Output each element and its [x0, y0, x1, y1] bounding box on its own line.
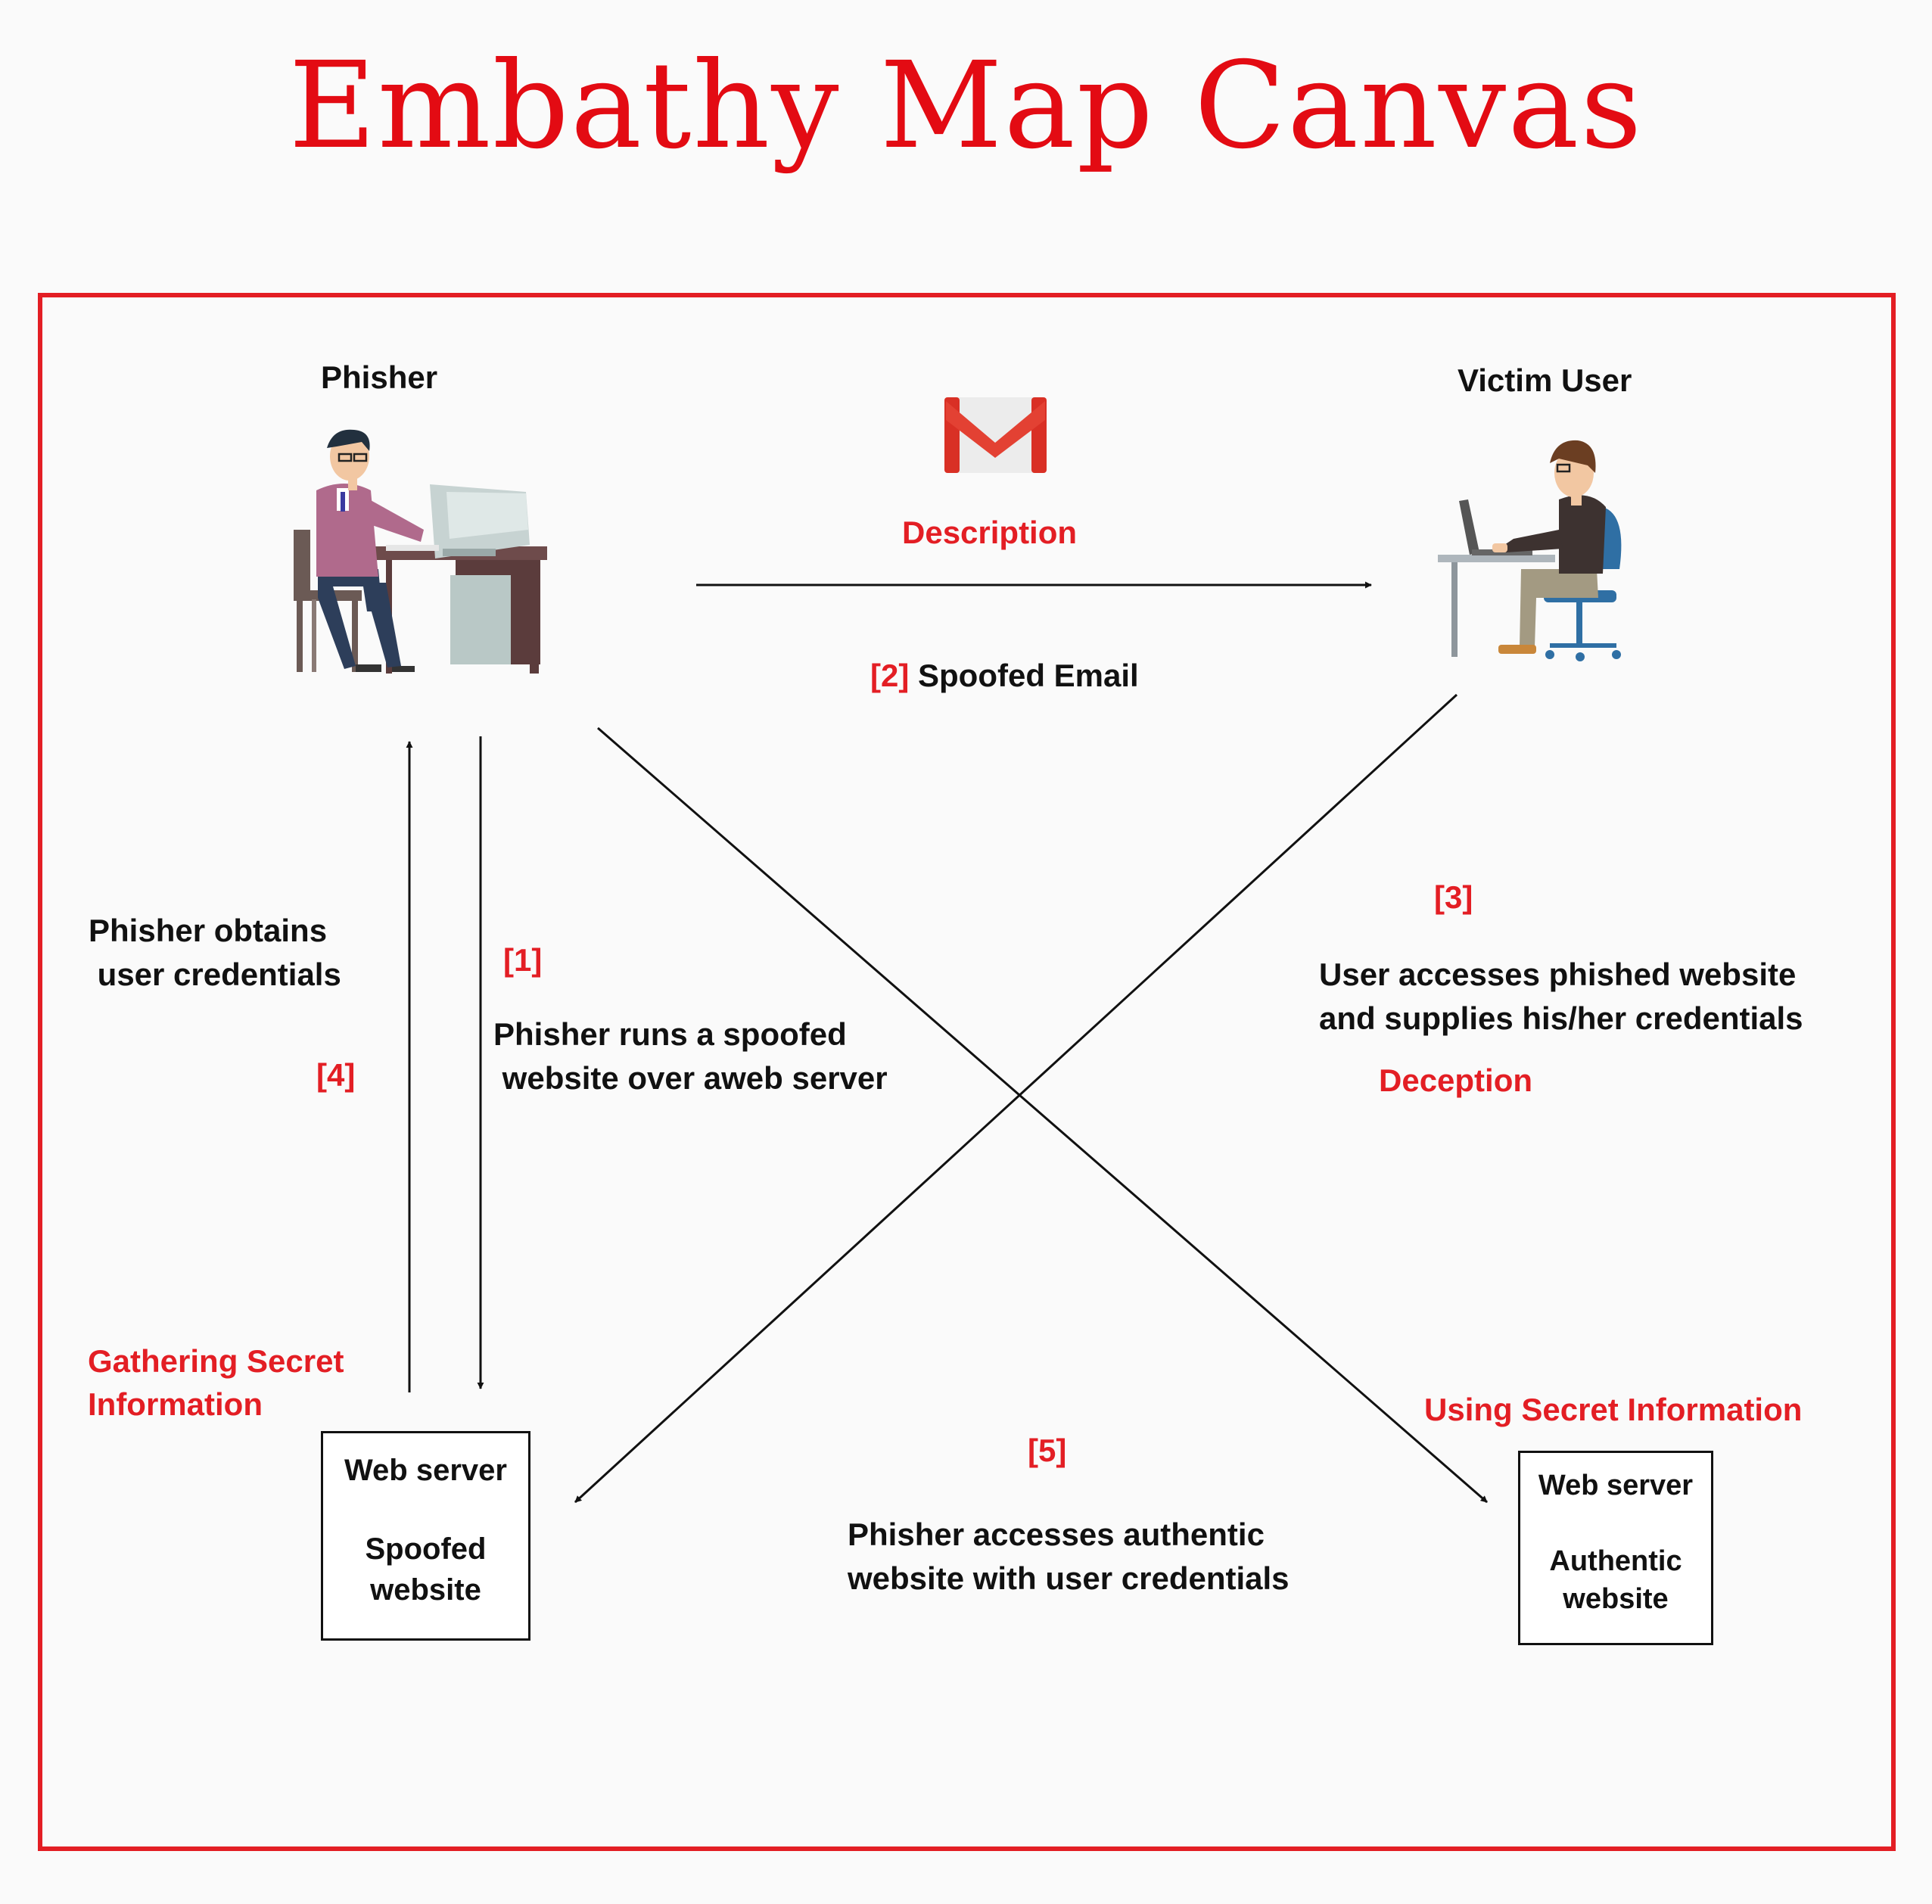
- authentic-web-server-box: Web server Authentic website: [1518, 1451, 1713, 1645]
- spoofed-email-text: Spoofed Email: [918, 658, 1139, 693]
- access-phished-line1: User accesses phished website: [1319, 957, 1797, 992]
- arrow-access-phished: [574, 693, 1458, 1504]
- run-site-line1: Phisher runs a spoofed: [493, 1016, 847, 1052]
- run-site-line2: website over aweb server: [493, 1060, 888, 1096]
- diagram-frame: [38, 293, 1896, 1851]
- step-3-marker: [3]: [1434, 879, 1473, 915]
- access-authentic-line2: website with user credentials: [848, 1560, 1290, 1596]
- gathering-category-line2: Information: [88, 1386, 263, 1422]
- using-secret-category: Using Secret Information: [1424, 1392, 1803, 1427]
- spoofed-server-line3: website: [370, 1573, 481, 1607]
- person-at-desktop-icon: [294, 429, 547, 674]
- spoofed-server-line2: Spoofed: [365, 1532, 487, 1566]
- spoofed-email-label: [2] Spoofed Email: [870, 654, 1139, 698]
- step-1-marker: [1]: [503, 942, 543, 978]
- page-title: Embathy Map Canvas: [288, 36, 1644, 176]
- victim-label: Victim User: [1458, 362, 1632, 398]
- person-at-laptop-icon: [1438, 440, 1622, 661]
- step-2-marker: [2]: [870, 658, 910, 693]
- authentic-server-line3: website: [1563, 1583, 1669, 1615]
- spoofed-server-title: Web server: [344, 1454, 507, 1487]
- authentic-server-title: Web server: [1538, 1470, 1694, 1501]
- spoofed-web-server-box: Web server Spoofed website: [321, 1431, 530, 1641]
- step-5-marker: [5]: [1028, 1433, 1067, 1468]
- gathering-category-line1: Gathering Secret: [88, 1343, 344, 1379]
- gmail-icon: [944, 397, 1047, 473]
- access-phished-line2: and supplies his/her credentials: [1319, 1000, 1803, 1036]
- authentic-server-line2: Authentic: [1549, 1545, 1682, 1577]
- access-authentic-line1: Phisher accesses authentic: [848, 1517, 1265, 1552]
- obtain-line1: Phisher obtains: [89, 913, 328, 948]
- arrow-access-authentic: [597, 726, 1488, 1504]
- obtain-line2: user credentials: [89, 957, 341, 992]
- deception-category: Deception: [1379, 1062, 1533, 1098]
- phisher-label: Phisher: [321, 359, 438, 395]
- description-heading: Description: [902, 515, 1078, 550]
- step-4-marker: [4]: [316, 1057, 356, 1093]
